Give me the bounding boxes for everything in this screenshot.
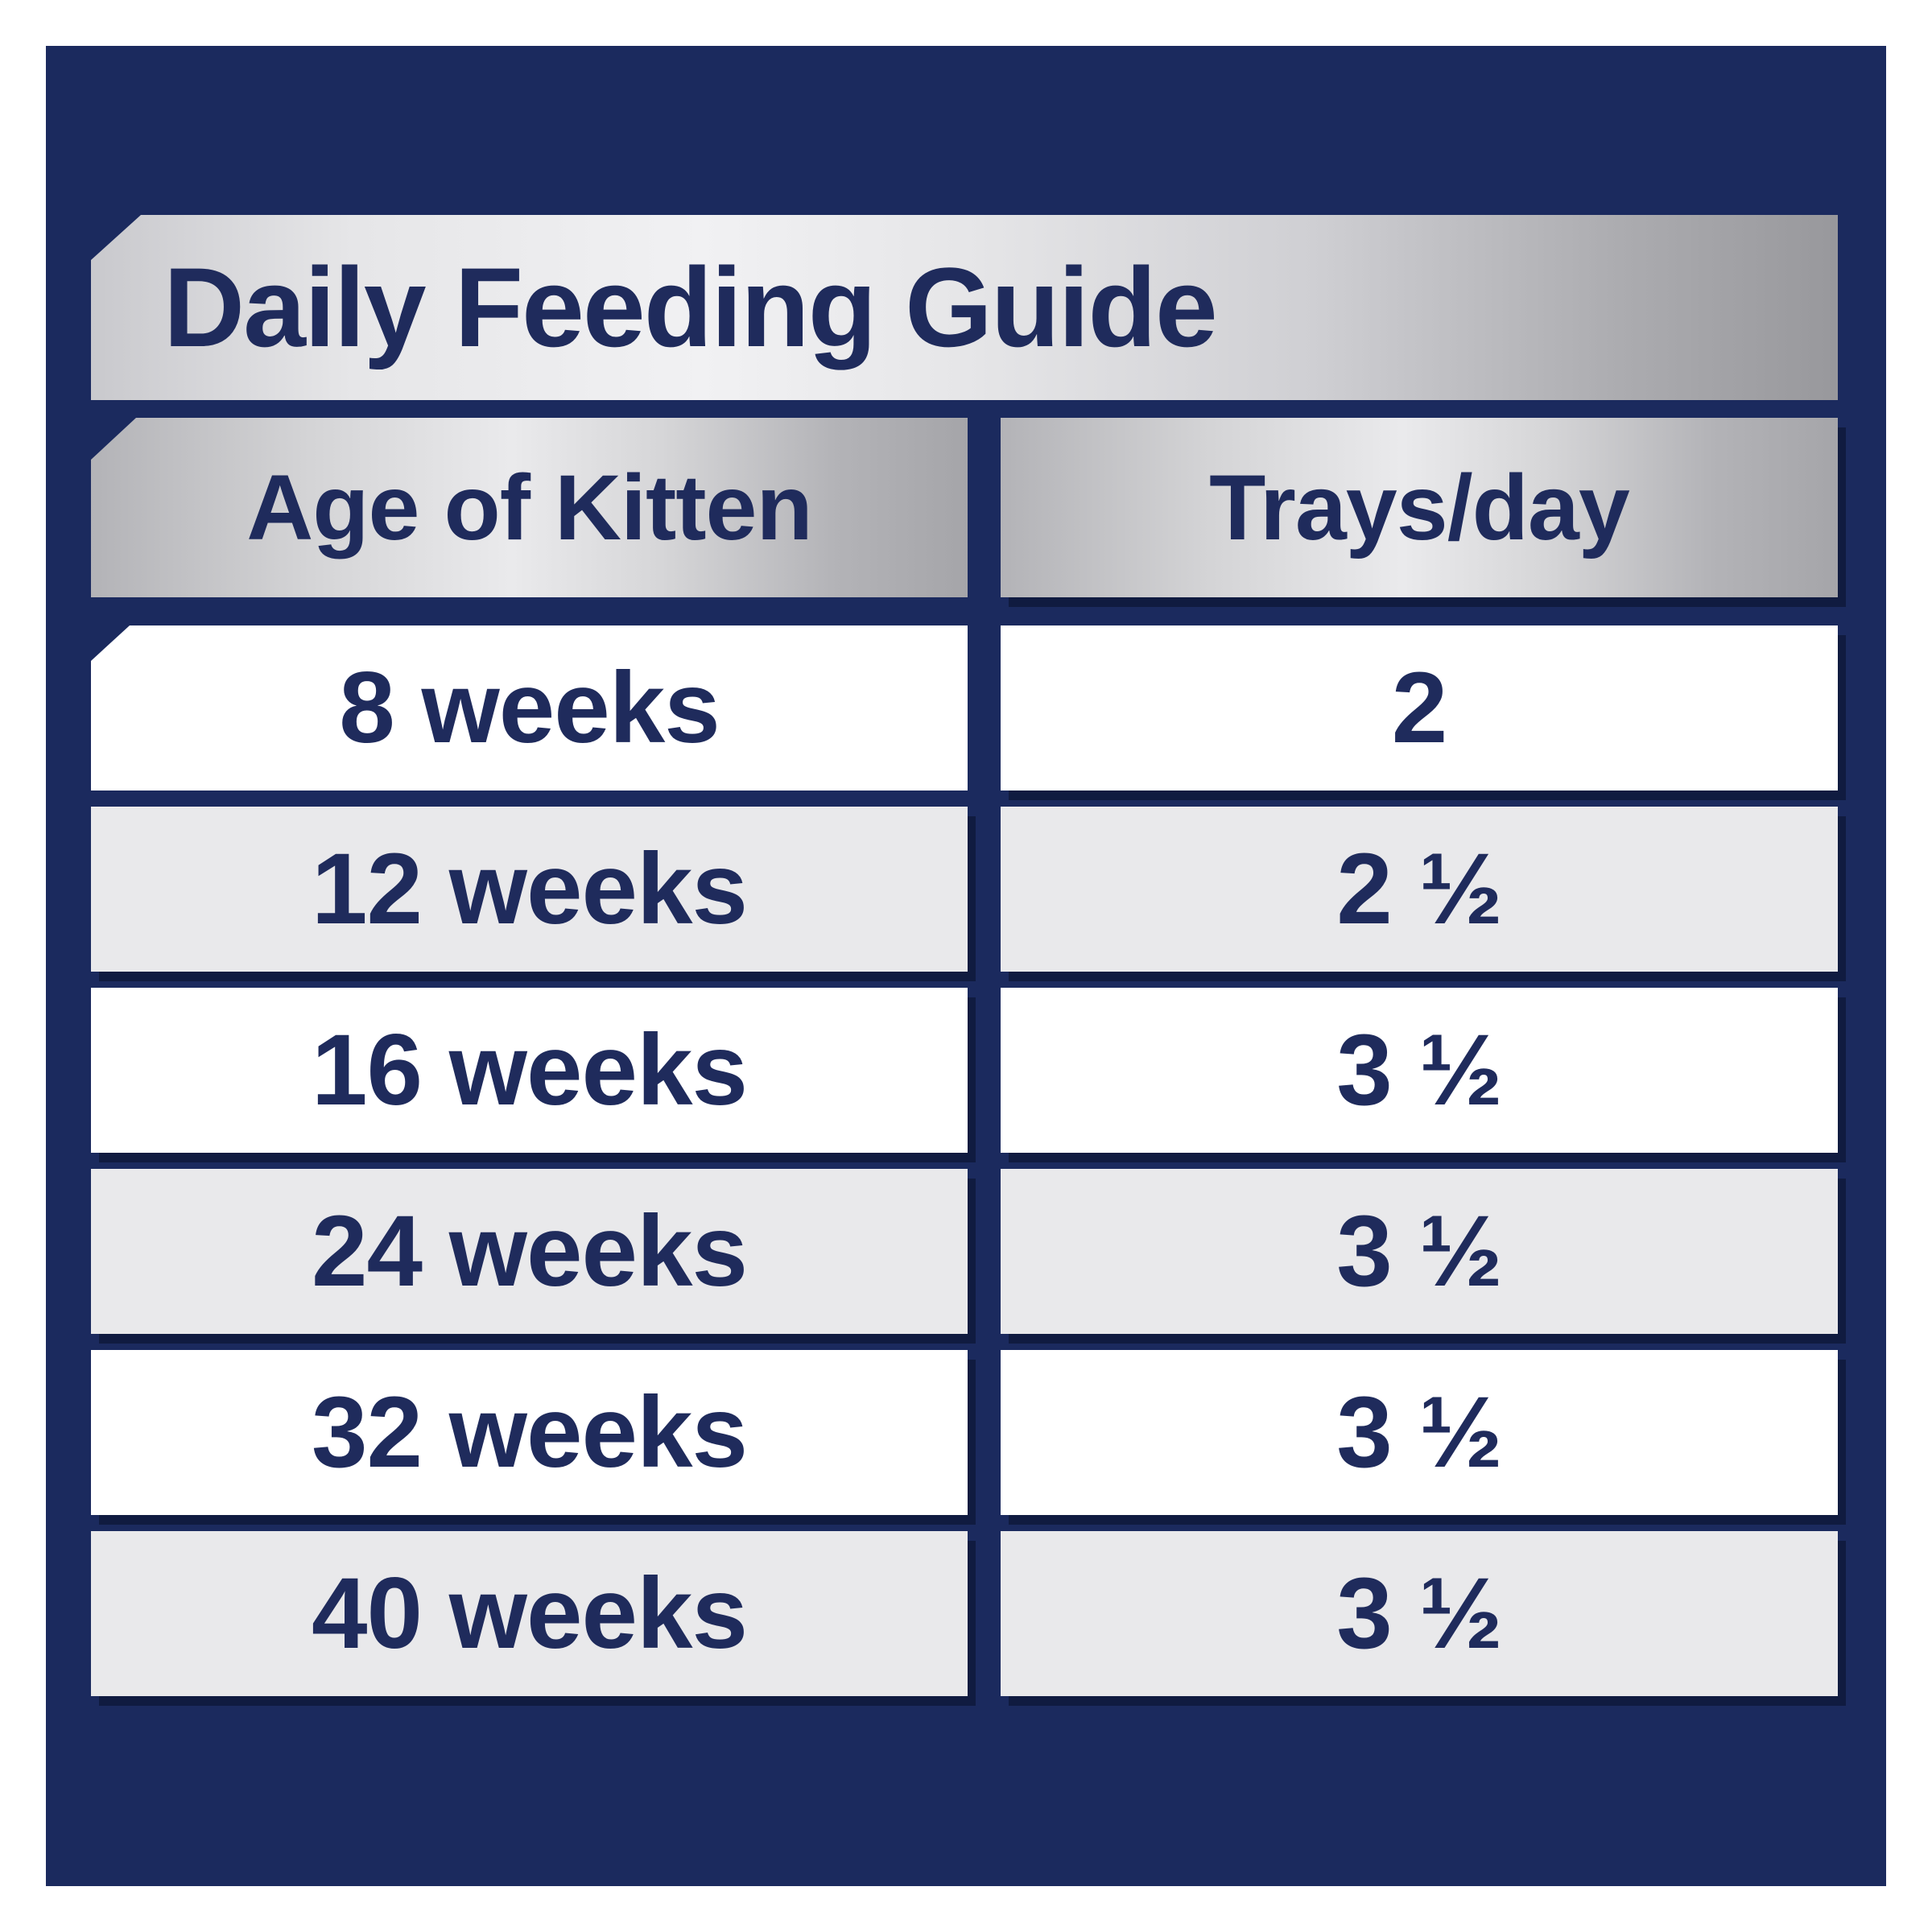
trays-value: 3 ½: [1336, 1014, 1502, 1126]
age-value: 12 weeks: [311, 833, 748, 945]
table-row: 8 weeks 2: [91, 625, 1838, 791]
age-cell: 12 weeks: [91, 807, 968, 972]
trays-cell: 2 ½: [1001, 807, 1838, 972]
table-row: 24 weeks 3 ½: [91, 1169, 1838, 1334]
table-row: 32 weeks 3 ½: [91, 1350, 1838, 1515]
age-cell: 40 weeks: [91, 1531, 968, 1696]
age-value: 24 weeks: [311, 1195, 748, 1307]
table-row: 16 weeks 3 ½: [91, 988, 1838, 1153]
column-header-age-label: Age of Kitten: [246, 456, 812, 559]
age-value: 40 weeks: [311, 1558, 748, 1670]
age-cell: 24 weeks: [91, 1169, 968, 1334]
trays-cell: 3 ½: [1001, 988, 1838, 1153]
trays-value: 3 ½: [1336, 1558, 1502, 1670]
age-value: 8 weeks: [339, 652, 720, 764]
trays-cell: 3 ½: [1001, 1531, 1838, 1696]
column-header-age: Age of Kitten: [91, 418, 968, 597]
trays-value: 2 ½: [1336, 833, 1502, 945]
age-value: 32 weeks: [311, 1377, 748, 1488]
age-cell: 32 weeks: [91, 1350, 968, 1515]
column-header-trays-label: Trays/day: [1209, 456, 1630, 559]
column-header-trays: Trays/day: [1001, 418, 1838, 597]
age-value: 16 weeks: [311, 1014, 748, 1126]
age-cell: 16 weeks: [91, 988, 968, 1153]
trays-cell: 3 ½: [1001, 1350, 1838, 1515]
trays-cell: 2: [1001, 625, 1838, 791]
title-banner: Daily Feeding Guide: [91, 215, 1838, 400]
age-cell: 8 weeks: [91, 625, 968, 791]
trays-cell: 3 ½: [1001, 1169, 1838, 1334]
navy-panel: Daily Feeding Guide Age of Kitten Trays/…: [46, 46, 1886, 1886]
trays-value: 3 ½: [1336, 1195, 1502, 1307]
table-row: 40 weeks 3 ½: [91, 1531, 1838, 1696]
table-row: 12 weeks 2 ½: [91, 807, 1838, 972]
trays-value: 2: [1391, 652, 1448, 764]
trays-value: 3 ½: [1336, 1377, 1502, 1488]
page-title: Daily Feeding Guide: [163, 244, 1218, 370]
